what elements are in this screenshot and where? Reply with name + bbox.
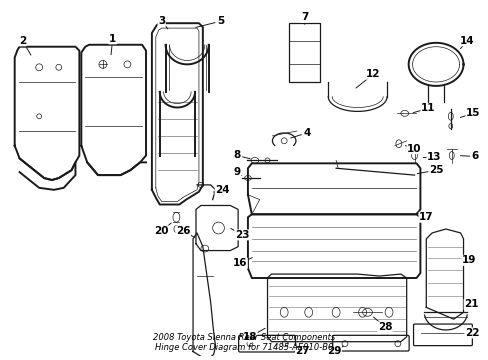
Text: 14: 14 [459, 36, 474, 46]
Text: 9: 9 [233, 167, 240, 177]
Text: 24: 24 [215, 185, 229, 195]
Text: 2: 2 [19, 36, 26, 46]
Text: 3: 3 [158, 16, 165, 26]
Text: 19: 19 [461, 255, 476, 265]
Text: 16: 16 [232, 258, 247, 268]
Text: 2008 Toyota Sienna Rear Seat Components
Hinge Cover Diagram for 71485-AE010-B0: 2008 Toyota Sienna Rear Seat Components … [153, 333, 335, 352]
Text: 29: 29 [326, 346, 341, 356]
Text: 21: 21 [463, 300, 478, 310]
Text: 15: 15 [465, 108, 480, 118]
Text: 10: 10 [407, 144, 421, 154]
Text: 27: 27 [295, 346, 309, 356]
Text: 11: 11 [420, 103, 435, 113]
Text: 6: 6 [471, 152, 478, 162]
Text: 4: 4 [303, 128, 310, 138]
Text: 17: 17 [418, 212, 433, 222]
Text: 23: 23 [234, 230, 249, 240]
Text: 7: 7 [301, 12, 308, 22]
Text: 18: 18 [242, 332, 257, 342]
Text: 22: 22 [464, 328, 479, 338]
Text: 1: 1 [109, 34, 116, 44]
Text: 26: 26 [176, 226, 190, 236]
Text: 20: 20 [154, 226, 168, 236]
Text: 13: 13 [426, 153, 441, 162]
Text: 5: 5 [216, 16, 224, 26]
Text: 28: 28 [377, 322, 391, 332]
Text: 25: 25 [428, 165, 443, 175]
Text: 8: 8 [233, 150, 240, 161]
Text: 12: 12 [366, 69, 380, 79]
